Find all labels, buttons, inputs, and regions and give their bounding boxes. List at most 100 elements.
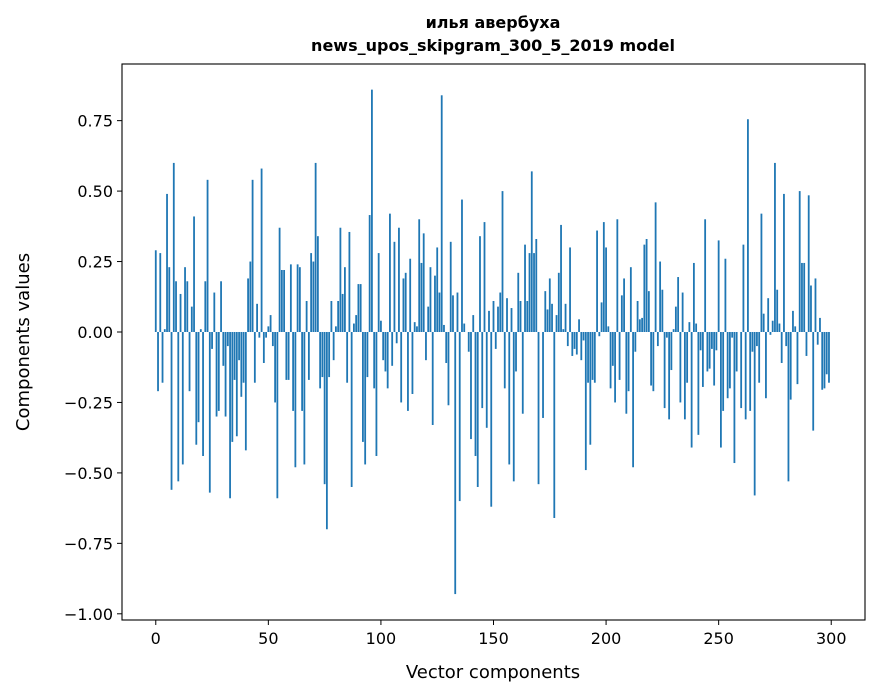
bar-component-293: [815, 278, 817, 332]
bar-component-113: [409, 259, 411, 332]
bar-component-203: [612, 332, 614, 366]
bar-component-270: [763, 314, 765, 332]
bar-component-230: [673, 329, 675, 332]
bar-component-183: [567, 332, 569, 346]
bar-component-155: [504, 332, 506, 388]
bar-component-296: [821, 332, 823, 390]
bar-component-274: [772, 321, 774, 332]
bar-component-40: [245, 332, 247, 450]
y-tick-label: −0.25: [64, 393, 113, 412]
bar-component-257: [734, 332, 736, 463]
bar-component-94: [367, 332, 369, 377]
bar-component-71: [315, 163, 317, 332]
bar-component-251: [720, 332, 722, 448]
bar-component-126: [439, 293, 441, 332]
bar-component-74: [321, 332, 323, 377]
bar-component-219: [648, 291, 650, 332]
bar-component-212: [632, 332, 634, 467]
bar-component-95: [369, 215, 371, 332]
bar-component-102: [385, 332, 387, 371]
bar-component-81: [337, 301, 339, 332]
bar-component-210: [628, 332, 630, 391]
bar-component-156: [506, 298, 508, 332]
bar-component-62: [294, 332, 296, 467]
bar-component-91: [360, 284, 362, 332]
bar-component-263: [747, 119, 749, 332]
bar-component-277: [779, 324, 781, 332]
bar-component-43: [252, 180, 254, 332]
bar-component-31: [225, 332, 227, 417]
bar-component-19: [198, 332, 200, 422]
bar-component-276: [776, 290, 778, 332]
bar-component-128: [443, 325, 445, 332]
x-tick-label: 200: [591, 629, 622, 648]
bar-component-9: [175, 281, 177, 332]
bar-component-137: [463, 324, 465, 332]
bar-component-51: [270, 315, 272, 332]
bar-component-36: [236, 332, 238, 436]
x-tick-label: 300: [816, 629, 847, 648]
bar-component-125: [436, 247, 438, 332]
bar-component-48: [263, 332, 265, 363]
bar-component-98: [376, 332, 378, 456]
bar-component-23: [207, 180, 209, 332]
bar-component-223: [657, 332, 659, 346]
bar-component-148: [488, 311, 490, 332]
bar-component-253: [725, 259, 727, 332]
bar-component-34: [231, 332, 233, 442]
bar-component-76: [326, 332, 328, 529]
bar-component-89: [355, 315, 357, 332]
bar-component-22: [204, 281, 206, 332]
bar-component-103: [387, 332, 389, 388]
y-axis-label: Components values: [13, 253, 34, 431]
bar-component-208: [623, 278, 625, 332]
bar-component-163: [522, 332, 524, 414]
bar-component-221: [652, 332, 654, 391]
bar-component-13: [184, 267, 186, 332]
bar-component-4: [164, 329, 166, 332]
bar-component-96: [371, 90, 373, 332]
bar-component-242: [700, 332, 702, 350]
bar-component-65: [301, 332, 303, 411]
bar-component-150: [493, 301, 495, 332]
bar-component-41: [247, 278, 249, 332]
bar-component-134: [457, 293, 459, 332]
bar-component-298: [826, 332, 828, 374]
bar-component-197: [598, 332, 600, 336]
bar-component-35: [234, 332, 236, 380]
bar-component-147: [486, 332, 488, 428]
bar-component-79: [333, 332, 335, 360]
bar-component-255: [729, 332, 731, 388]
bar-component-161: [517, 273, 519, 332]
bar-component-45: [256, 304, 258, 332]
bar-component-278: [781, 332, 783, 363]
bar-component-194: [592, 332, 594, 380]
bar-component-254: [727, 332, 729, 398]
chart-title-line-1: илья авербуха: [426, 13, 561, 32]
bar-component-123: [432, 332, 434, 425]
bar-component-140: [470, 332, 472, 439]
bar-component-206: [619, 332, 621, 380]
bar-component-228: [668, 332, 670, 419]
bar-component-129: [445, 332, 447, 363]
bar-component-15: [189, 332, 191, 391]
bar-component-152: [497, 307, 499, 332]
bar-component-141: [472, 315, 474, 332]
bar-component-29: [220, 281, 222, 332]
bar-component-162: [520, 301, 522, 332]
bar-component-60: [290, 264, 292, 332]
bar-component-49: [265, 332, 267, 338]
bar-component-250: [718, 240, 720, 332]
bar-component-214: [637, 301, 639, 332]
bar-component-282: [790, 332, 792, 400]
bar-component-131: [450, 242, 452, 332]
bar-component-16: [191, 307, 193, 332]
bar-component-20: [200, 329, 202, 332]
bar-component-85: [346, 332, 348, 383]
bar-component-199: [603, 222, 605, 332]
bar-component-202: [610, 332, 612, 388]
bar-component-112: [407, 332, 409, 411]
bar-component-266: [754, 332, 756, 495]
bar-component-226: [664, 332, 666, 408]
